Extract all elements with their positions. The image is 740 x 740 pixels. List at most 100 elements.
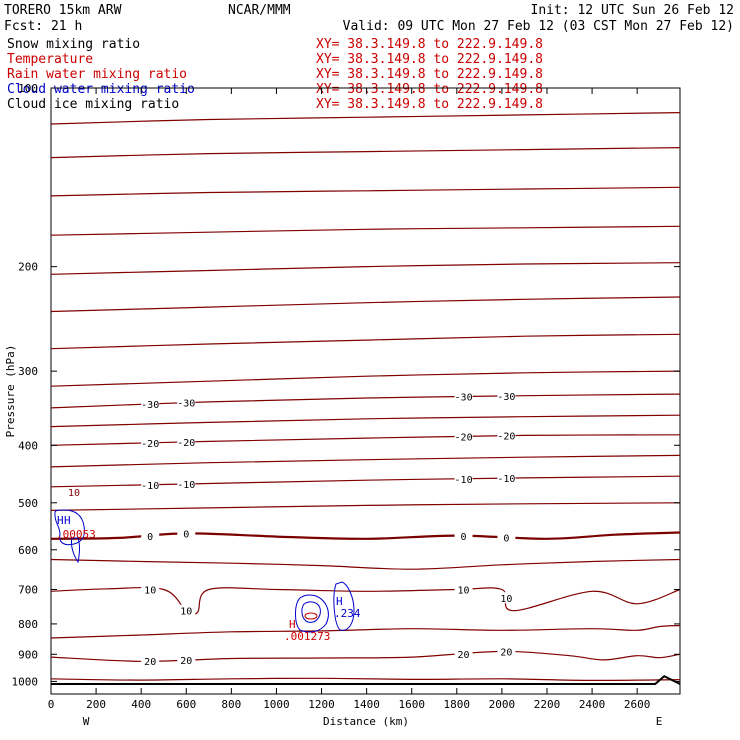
high-marker: H (57, 514, 64, 527)
isotherm-line (50, 558, 681, 570)
legend-field-name: Cloud water mixing ratio (7, 82, 195, 97)
contour-label-bg (454, 647, 473, 659)
y-tick-label: 400 (18, 439, 38, 452)
contour-label: -20 (141, 439, 159, 450)
contour-label-bg (497, 592, 516, 604)
contour-label-bg (177, 527, 196, 539)
x-tick-label: 1600 (398, 698, 425, 711)
x-axis-ticks: 0 200 400 600 800 1000 1200 1400 1600 1800 2000 220… (48, 88, 651, 711)
contour-label: 10 (500, 594, 512, 605)
contour-label: 10 (180, 607, 192, 618)
field-legend: Snow mixing ratio XY= 38.3.149.8 to 222.9… (7, 37, 543, 112)
isotherm-line (50, 186, 681, 197)
contour-label-bg (454, 390, 473, 402)
y-tick-label: 600 (18, 544, 38, 557)
y-tick-label: 500 (18, 497, 38, 510)
isotherm-line (50, 112, 681, 125)
cloud-water-max-value: .234 (334, 607, 361, 620)
isotherm-line (50, 147, 681, 159)
plot-frame (50, 87, 681, 695)
y-tick-label: 100 (18, 82, 38, 95)
contour-label: 10 (144, 585, 156, 596)
x-tick-label: 1800 (444, 698, 471, 711)
contour-label: -10 (177, 480, 195, 491)
legend-field-name: Rain water mixing ratio (7, 67, 187, 82)
west-label: W (83, 715, 90, 728)
contour-label-bg (141, 655, 160, 667)
legend-field-xy: XY= 38.3.149.8 to 222.9.149.8 (316, 97, 543, 112)
init-time: Init: 12 UTC Sun 26 Feb 12 (531, 3, 735, 18)
isotherm-line (50, 296, 681, 313)
isotherm-line (50, 454, 681, 468)
contour-label: -30 (141, 400, 159, 411)
contour-label-bg (177, 478, 196, 490)
legend-field-name: Snow mixing ratio (7, 37, 140, 52)
forecast-hour: Fcst: 21 h (4, 19, 82, 34)
cloud-water-contour-west (54, 509, 85, 546)
cloud-water-contour-east (333, 581, 355, 631)
y-tick-label: 1000 (12, 675, 39, 688)
x-tick-label: 800 (221, 698, 241, 711)
legend-field-xy: XY= 38.3.149.8 to 222.9.149.8 (316, 37, 543, 52)
contour-label: 20 (458, 650, 470, 661)
x-tick-label: 200 (86, 698, 106, 711)
org-label: NCAR/MMM (228, 3, 291, 18)
legend-field-xy: XY= 38.3.149.8 to 222.9.149.8 (316, 67, 543, 82)
contour-label: 0 (461, 532, 467, 543)
y-tick-label: 200 (18, 261, 38, 274)
contour-label: -10 (497, 474, 515, 485)
x-tick-label: 2000 (489, 698, 516, 711)
x-tick-label: 1000 (263, 698, 290, 711)
y-tick-label: 800 (18, 618, 38, 631)
rain-water-max-value: .001273 (284, 630, 330, 643)
contour-label: -30 (497, 392, 515, 403)
cloud-water-contour-west-2 (71, 537, 80, 564)
x-tick-label: 2600 (624, 698, 651, 711)
high-marker: H (64, 514, 71, 527)
legend-field-name: Cloud ice mixing ratio (7, 97, 179, 112)
high-marker: H (336, 595, 343, 608)
cloud-water-contour-central-inner (301, 601, 321, 623)
contour-labels: -30 -30 -30 -30 -20 -20 -20 -20 -10 -10 -10 -10 0 0 0 0… (141, 389, 516, 668)
terrain-line (51, 675, 681, 685)
cloud-water-contour-central (295, 594, 329, 633)
contour-label: -20 (497, 432, 515, 443)
x-tick-label: 1400 (353, 698, 380, 711)
contour-label: 0 (503, 533, 509, 544)
contour-label: -10 (455, 475, 473, 486)
contour-label: 10 (458, 586, 470, 597)
rain-water-contour (304, 612, 318, 620)
contour-label: -20 (177, 438, 195, 449)
contour-label-bg (177, 396, 196, 408)
contour-label: 20 (180, 656, 192, 667)
isotherm-line (50, 262, 681, 275)
contour-label: 0 (183, 529, 189, 540)
y-tick-label: 900 (18, 648, 38, 661)
contour-label: -30 (455, 393, 473, 404)
contour-label-bg (497, 389, 516, 401)
contour-label-bg (454, 529, 473, 541)
x-axis-label: Distance (km) (323, 715, 409, 728)
contour-label-bg (141, 529, 160, 541)
contour-label-bg (454, 430, 473, 442)
high-marker: H (289, 618, 296, 631)
contour-label-bg (177, 653, 196, 665)
valid-time: Valid: 09 UTC Mon 27 Feb 12 (03 CST Mon … (343, 19, 734, 34)
x-tick-label: 1200 (308, 698, 335, 711)
contour-label: -30 (177, 399, 195, 410)
legend-field-xy: XY= 38.3.149.8 to 222.9.149.8 (316, 82, 543, 97)
contour-label-bg (141, 478, 160, 490)
contour-label-bg (177, 435, 196, 447)
isotherm-line (50, 624, 681, 639)
contour-label-bg (454, 472, 473, 484)
terrain-profile (51, 675, 681, 685)
contour-label: -20 (455, 432, 473, 443)
x-tick-label: 2400 (579, 698, 606, 711)
y-axis-label: Pressure (hPa) (4, 345, 17, 438)
isotherm-line (50, 502, 681, 511)
contour-label-bg (497, 472, 516, 484)
east-label: E (656, 715, 663, 728)
contour-label-bg (497, 429, 516, 441)
